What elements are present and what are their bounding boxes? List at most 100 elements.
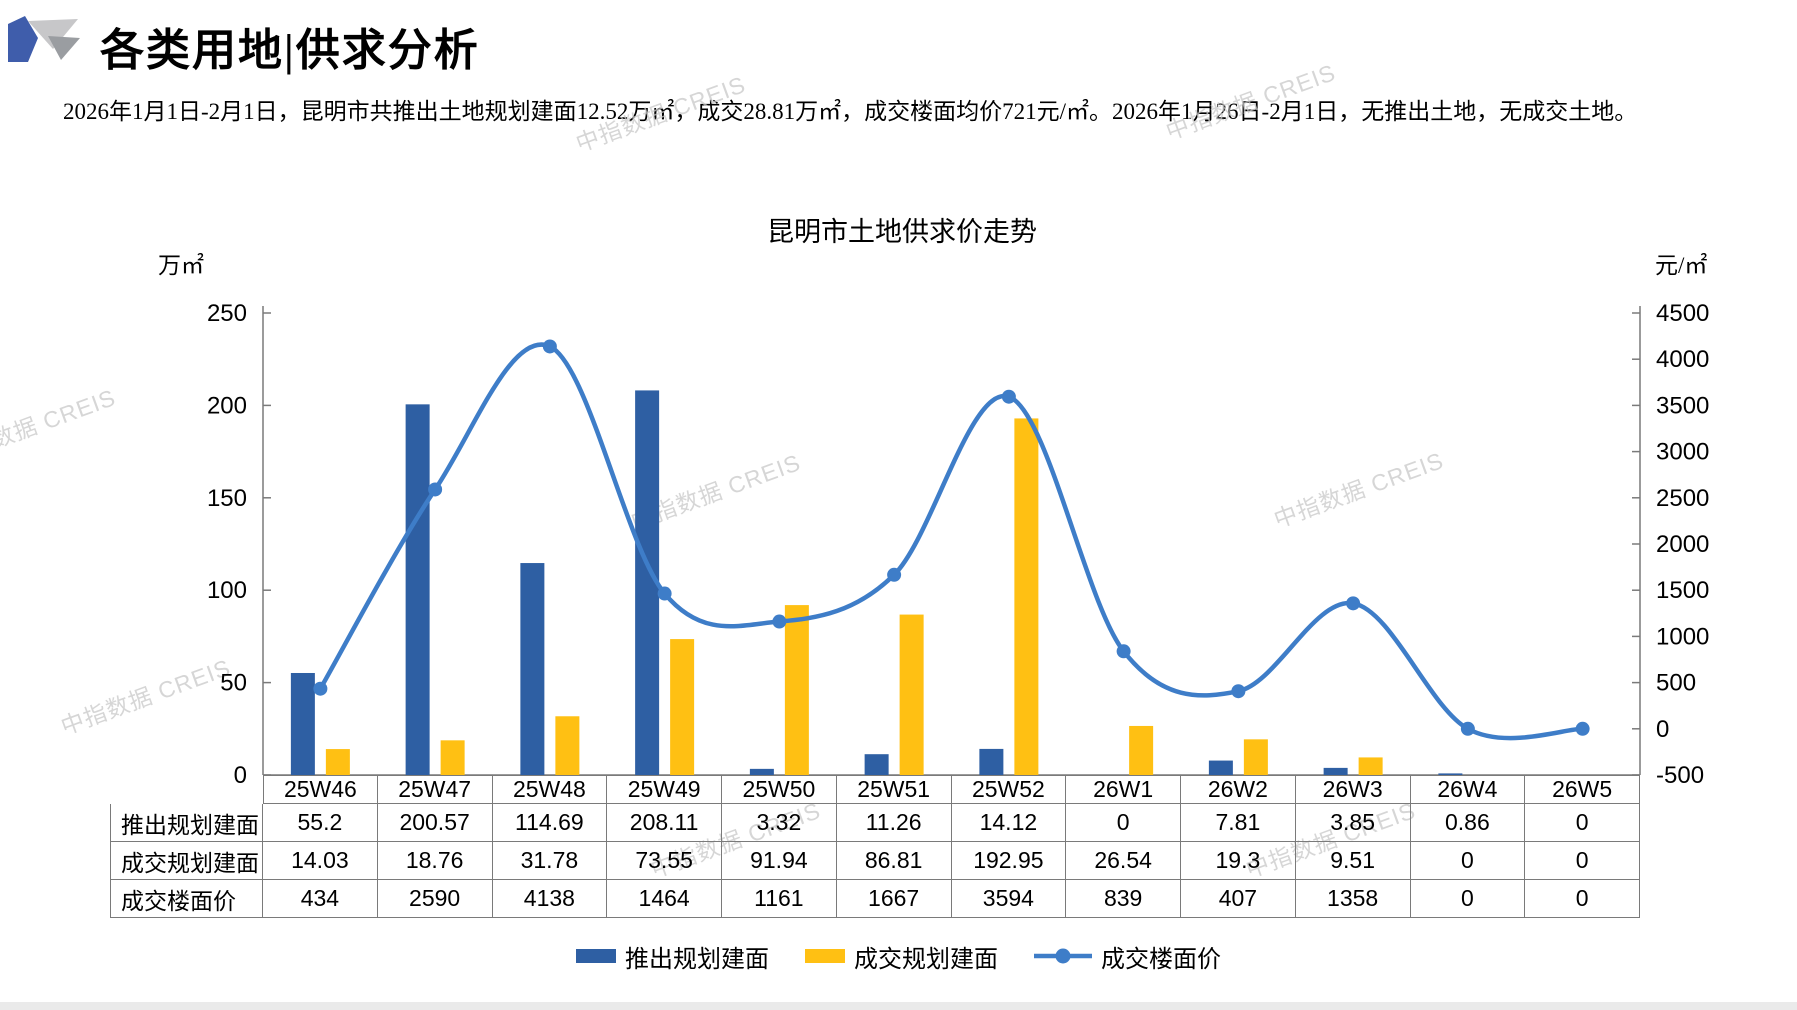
table-value: 2590 bbox=[377, 880, 493, 918]
category-label: 25W48 bbox=[492, 775, 608, 804]
price-line-marker bbox=[1231, 684, 1246, 699]
right-axis-unit: 元/㎡ bbox=[1655, 253, 1708, 278]
chart-title: 昆明市土地供求价走势 bbox=[767, 217, 1037, 247]
legend-label: 成交规划建面 bbox=[854, 946, 998, 973]
table-value: 7.81 bbox=[1181, 804, 1296, 842]
legend-label: 推出规划建面 bbox=[625, 946, 769, 973]
category-label: 25W51 bbox=[836, 775, 952, 804]
right-axis-tick-label: 2000 bbox=[1656, 531, 1709, 558]
page-bottom-edge bbox=[0, 1002, 1797, 1010]
category-label: 26W3 bbox=[1295, 775, 1411, 804]
price-line-marker bbox=[772, 614, 787, 629]
table-value: 3.85 bbox=[1295, 804, 1411, 842]
right-axis-tick-label: 500 bbox=[1656, 670, 1696, 697]
bar-推出规划建面 bbox=[1323, 767, 1348, 775]
category-label: 25W46 bbox=[263, 775, 378, 804]
bar-成交规划建面 bbox=[555, 716, 580, 775]
table-value: 3594 bbox=[951, 880, 1067, 918]
category-label: 25W47 bbox=[377, 775, 493, 804]
bar-推出规划建面 bbox=[1208, 760, 1233, 775]
right-axis-tick-label: -500 bbox=[1656, 762, 1704, 789]
table-value: 18.76 bbox=[377, 842, 493, 880]
right-axis-tick-label: 3000 bbox=[1656, 439, 1709, 466]
table-value: 73.55 bbox=[607, 842, 722, 880]
table-value: 0.86 bbox=[1410, 804, 1526, 842]
bar-成交规划建面 bbox=[1129, 725, 1154, 775]
bar-推出规划建面 bbox=[520, 563, 545, 775]
bar-推出规划建面 bbox=[1438, 773, 1463, 775]
table-value: 1464 bbox=[607, 880, 722, 918]
summary-paragraph: 2026年1月1日-2月1日，昆明市共推出土地规划建面12.52万㎡，成交28.… bbox=[63, 99, 1638, 124]
table-value: 11.26 bbox=[836, 804, 952, 842]
legend-item-推出规划建面: 推出规划建面 bbox=[576, 939, 769, 974]
left-axis-tick-label: 200 bbox=[207, 392, 247, 419]
price-line-marker bbox=[1116, 644, 1131, 659]
right-axis-tick-label: 3500 bbox=[1656, 392, 1709, 419]
right-axis-tick-label: 0 bbox=[1656, 716, 1669, 743]
left-axis-unit: 万㎡ bbox=[158, 253, 204, 278]
left-axis-tick-label: 0 bbox=[234, 762, 247, 789]
left-axis-tick-label: 100 bbox=[207, 577, 247, 604]
legend-line-swatch bbox=[1034, 948, 1092, 964]
table-value: 4138 bbox=[492, 880, 608, 918]
legend-item-成交规划建面: 成交规划建面 bbox=[805, 939, 998, 974]
table-value: 91.94 bbox=[722, 842, 837, 880]
table-value: 114.69 bbox=[492, 804, 608, 842]
bar-成交规划建面 bbox=[1358, 757, 1383, 775]
table-value: 26.54 bbox=[1066, 842, 1181, 880]
right-axis-tick-label: 4000 bbox=[1656, 346, 1709, 373]
table-value: 407 bbox=[1181, 880, 1296, 918]
left-axis-tick-label: 250 bbox=[207, 300, 247, 327]
table-value: 0 bbox=[1410, 842, 1526, 880]
category-label: 26W4 bbox=[1410, 775, 1526, 804]
bar-成交规划建面 bbox=[325, 749, 350, 775]
bar-成交规划建面 bbox=[784, 605, 809, 775]
price-line-marker bbox=[313, 681, 328, 696]
table-value: 86.81 bbox=[836, 842, 952, 880]
price-line-marker bbox=[1575, 721, 1590, 736]
bar-推出规划建面 bbox=[749, 768, 774, 775]
table-value: 1161 bbox=[722, 880, 837, 918]
price-line-marker bbox=[657, 586, 672, 601]
table-value: 208.11 bbox=[607, 804, 722, 842]
table-value: 14.03 bbox=[263, 842, 378, 880]
right-axis-tick-label: 4500 bbox=[1656, 300, 1709, 327]
table-value: 0 bbox=[1525, 842, 1640, 880]
table-row-label: 成交楼面价 bbox=[110, 880, 263, 918]
table-value: 0 bbox=[1525, 880, 1640, 918]
bar-成交规划建面 bbox=[440, 740, 465, 775]
table-value: 31.78 bbox=[492, 842, 608, 880]
bar-推出规划建面 bbox=[405, 404, 430, 775]
chart-legend: 推出规划建面 成交规划建面 成交楼面价 bbox=[0, 938, 1797, 974]
price-line-marker bbox=[428, 482, 443, 497]
page-title: 各类用地|供求分析 bbox=[100, 26, 480, 75]
price-line bbox=[318, 342, 1585, 741]
price-line-marker bbox=[1346, 596, 1361, 611]
left-axis-tick-label: 150 bbox=[207, 485, 247, 512]
right-axis-tick-label: 1000 bbox=[1656, 623, 1709, 650]
table-value: 1358 bbox=[1295, 880, 1411, 918]
table-value: 19.3 bbox=[1181, 842, 1296, 880]
category-label: 26W1 bbox=[1066, 775, 1181, 804]
bar-推出规划建面 bbox=[979, 748, 1004, 775]
table-row-label: 推出规划建面 bbox=[110, 804, 263, 842]
table-value: 200.57 bbox=[377, 804, 493, 842]
category-label: 25W50 bbox=[722, 775, 837, 804]
table-value: 3.32 bbox=[722, 804, 837, 842]
table-value: 55.2 bbox=[263, 804, 378, 842]
table-value: 839 bbox=[1066, 880, 1181, 918]
creis-logo-icon bbox=[8, 16, 80, 62]
table-value: 1667 bbox=[836, 880, 952, 918]
category-label: 25W52 bbox=[951, 775, 1067, 804]
price-line-marker bbox=[1460, 721, 1475, 736]
table-corner-spacer bbox=[110, 775, 263, 804]
bar-成交规划建面 bbox=[1014, 418, 1039, 775]
bar-成交规划建面 bbox=[1243, 739, 1268, 775]
right-axis-tick-label: 1500 bbox=[1656, 577, 1709, 604]
left-axis-tick-label: 50 bbox=[220, 670, 247, 697]
price-line-marker bbox=[1001, 389, 1016, 404]
legend-label: 成交楼面价 bbox=[1101, 946, 1221, 973]
bar-成交规划建面 bbox=[670, 639, 695, 775]
table-value: 0 bbox=[1066, 804, 1181, 842]
